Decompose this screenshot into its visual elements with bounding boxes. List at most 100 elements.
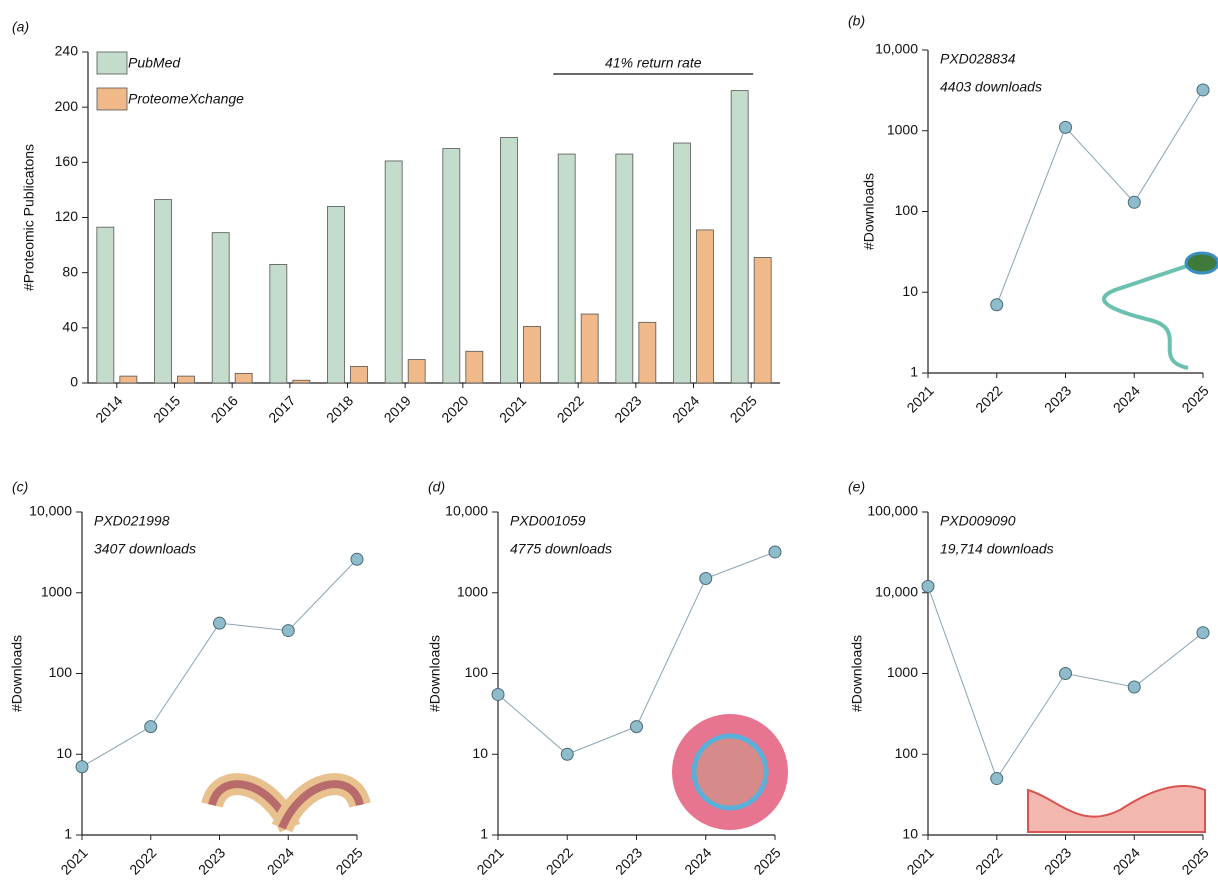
bar	[616, 154, 633, 383]
y-axis-label: #Downloads	[861, 173, 877, 250]
x-tick-label: 2025	[1178, 382, 1211, 415]
point	[492, 688, 504, 700]
bar	[385, 161, 402, 383]
y-tick-label: 100	[465, 664, 489, 680]
dataset-id: PXD001059	[510, 513, 586, 529]
y-tick-label: 80	[62, 263, 78, 279]
x-tick-label: 2022	[543, 844, 576, 877]
point	[922, 580, 934, 592]
line	[928, 586, 1203, 778]
y-axis-label: #Downloads	[9, 635, 25, 712]
x-tick-label: 2019	[381, 392, 414, 425]
x-tick-label: 2024	[1110, 844, 1143, 877]
bar	[639, 322, 656, 383]
x-tick-label: 2022	[972, 382, 1005, 415]
x-tick-label: 2023	[611, 392, 644, 425]
bar	[697, 230, 714, 383]
x-tick-label: 2016	[208, 392, 241, 425]
bar	[97, 227, 114, 383]
x-tick-label: 2022	[554, 392, 587, 425]
y-tick-label: 10	[56, 745, 72, 761]
y-tick-label: 1000	[887, 121, 918, 137]
x-tick-label: 2024	[681, 844, 714, 877]
point	[631, 721, 643, 733]
y-tick-label: 10	[902, 826, 918, 842]
y-tick-label: 10,000	[445, 503, 488, 519]
bar	[408, 360, 425, 383]
panel-label: (e)	[848, 479, 865, 495]
dataset-id: PXD009090	[940, 513, 1016, 529]
bar	[351, 366, 368, 383]
bar	[212, 233, 229, 383]
y-tick-label: 120	[55, 208, 79, 224]
x-tick-label: 2017	[265, 392, 298, 425]
x-tick-label: 2021	[903, 382, 936, 415]
y-tick-label: 100,000	[867, 503, 918, 519]
y-axis-label: #Proteomic Publicatons	[21, 144, 37, 291]
y-tick-label: 1	[910, 364, 918, 380]
bar	[524, 326, 541, 383]
y-axis-label: #Downloads	[849, 635, 865, 712]
dataset-id: PXD021998	[94, 513, 170, 529]
downloads-label: 19,714 downloads	[940, 541, 1054, 557]
x-tick-label: 2020	[438, 392, 471, 425]
y-tick-label: 100	[49, 664, 73, 680]
x-tick-label: 2023	[1041, 382, 1074, 415]
panel-label: (a)	[12, 19, 29, 35]
x-tick-label: 2025	[750, 844, 783, 877]
illustration-sperm	[1104, 253, 1218, 368]
point	[351, 553, 363, 565]
x-tick-label: 2018	[323, 392, 356, 425]
point	[282, 625, 294, 637]
y-tick-label: 10,000	[875, 41, 918, 57]
y-tick-label: 100	[895, 202, 919, 218]
point	[1060, 121, 1072, 133]
panel-label: (c)	[12, 479, 28, 495]
bar	[120, 376, 137, 383]
point	[1060, 668, 1072, 680]
bar	[558, 154, 575, 383]
line	[82, 559, 357, 767]
point	[1197, 627, 1209, 639]
panel-label: (d)	[428, 479, 445, 495]
bar	[501, 138, 518, 383]
x-tick-label: 2023	[195, 844, 228, 877]
y-tick-label: 100	[895, 745, 919, 761]
bar	[178, 376, 195, 383]
bar	[293, 380, 310, 383]
y-tick-label: 10	[472, 745, 488, 761]
illustration-oocyte	[672, 714, 788, 830]
point	[769, 546, 781, 558]
x-tick-label: 2021	[473, 844, 506, 877]
downloads-label: 4403 downloads	[940, 79, 1042, 95]
x-tick-label: 2014	[92, 392, 125, 425]
y-tick-label: 1	[64, 826, 72, 842]
y-tick-label: 0	[70, 374, 78, 390]
x-tick-label: 2023	[1041, 844, 1074, 877]
dataset-id: PXD028834	[940, 51, 1016, 67]
y-tick-label: 240	[55, 43, 79, 59]
x-tick-label: 2022	[126, 844, 159, 877]
y-tick-label: 1000	[887, 664, 918, 680]
bar	[235, 373, 252, 383]
y-tick-label: 10	[902, 283, 918, 299]
bar	[328, 206, 345, 383]
point	[991, 773, 1003, 785]
bar	[581, 314, 598, 383]
point	[1128, 196, 1140, 208]
figure: (a)#Proteomic Publicatons040801201602002…	[0, 0, 1218, 887]
annotation: 41% return rate	[605, 55, 702, 71]
y-tick-label: 1	[480, 826, 488, 842]
legend-swatch	[97, 88, 127, 110]
x-tick-label: 2025	[1178, 844, 1211, 877]
point	[214, 617, 226, 629]
point	[700, 573, 712, 585]
x-tick-label: 2024	[264, 844, 297, 877]
x-tick-label: 2021	[496, 392, 529, 425]
bar	[674, 143, 691, 383]
illustration-endometrium	[1028, 786, 1205, 832]
point	[991, 299, 1003, 311]
point	[1128, 681, 1140, 693]
x-tick-label: 2024	[669, 392, 702, 425]
x-tick-label: 2022	[972, 844, 1005, 877]
